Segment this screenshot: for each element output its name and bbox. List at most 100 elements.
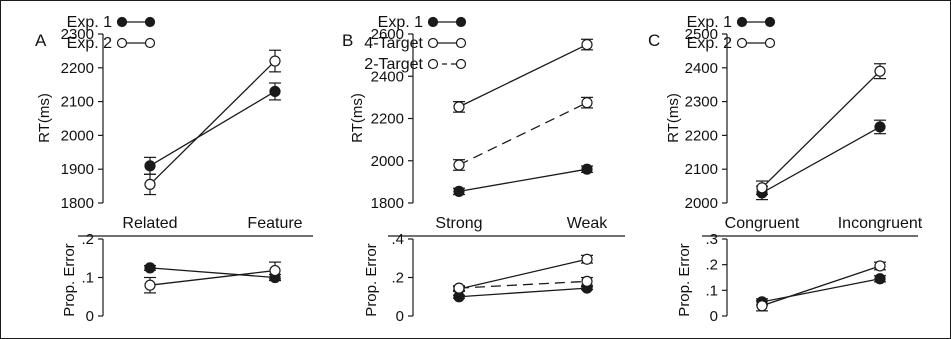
legend-marker (764, 16, 776, 28)
rt-plot: 1800 2000 2200 2400 2600 RT(ms) (349, 26, 593, 212)
y-tick-label: .2 (391, 270, 404, 287)
data-point (581, 38, 593, 51)
legend-marker (736, 16, 748, 28)
legend-marker (455, 16, 467, 28)
series-line (458, 168, 588, 193)
data-point (453, 185, 465, 197)
legend-label: Exp. 1 (67, 14, 112, 31)
legend-marker (116, 37, 128, 49)
series-exp-2 (144, 49, 281, 196)
y-tick-label: 2000 (371, 153, 404, 170)
series-exp-2 (756, 260, 886, 312)
legend-label: 2-Target (364, 56, 423, 73)
panel-letter: A (35, 31, 47, 50)
series-exp-2 (144, 261, 281, 294)
y-tick-label: 2200 (61, 60, 94, 77)
y-axis-label: RT(ms) (665, 93, 682, 143)
data-point (581, 163, 593, 175)
y-tick-label: 0 (86, 308, 94, 325)
series-line (149, 60, 276, 185)
panel-letter: B (342, 31, 353, 50)
data-point (756, 300, 768, 312)
y-tick-label: .1 (81, 270, 94, 287)
y-tick-label: 2100 (61, 94, 94, 111)
legend-label: 4-Target (364, 35, 423, 52)
series-exp-2 (756, 63, 886, 196)
y-tick-label: 2600 (371, 26, 404, 43)
x-category-label: Congruent (725, 215, 800, 232)
legend-marker (427, 37, 439, 49)
legend-label: Exp. 1 (378, 14, 423, 31)
y-axis-label: Prop. Error (61, 243, 78, 316)
data-point (453, 282, 465, 294)
series-2-target (453, 96, 593, 171)
data-point (874, 260, 886, 272)
y-tick-label: 2400 (685, 60, 718, 77)
series-4-target (453, 38, 593, 113)
data-point (269, 55, 281, 67)
data-point (144, 160, 156, 172)
series-line (761, 265, 881, 307)
y-axis-label: Prop. Error (676, 243, 693, 316)
y-tick-label: 2100 (685, 161, 718, 178)
panel-a: A Exp. 1 Exp. 2 1800 1900 2000 2100 2200 2300 RT(… (35, 14, 313, 325)
series-line (458, 258, 588, 290)
data-point (581, 97, 593, 109)
legend-marker (455, 58, 467, 70)
x-category-label: Weak (567, 215, 609, 232)
y-tick-label: 0 (710, 308, 718, 325)
legend-label: Exp. 2 (687, 35, 732, 52)
data-point (144, 262, 156, 274)
series-line (458, 43, 588, 108)
y-axis-label: RT(ms) (36, 93, 53, 143)
y-tick-label: .4 (391, 231, 404, 248)
y-tick-label: 0 (396, 308, 404, 325)
data-point (144, 178, 156, 191)
y-tick-label: .1 (705, 282, 718, 299)
legend-marker (764, 37, 776, 49)
data-point (269, 264, 281, 277)
y-tick-label: 1800 (61, 195, 94, 212)
y-tick-label: 2000 (685, 195, 718, 212)
series-line (458, 287, 588, 298)
rt-plot: 1800 1900 2000 2100 2200 2300 RT(ms) (36, 26, 281, 212)
y-tick-label: 2200 (685, 127, 718, 144)
series-line (458, 280, 588, 289)
data-point (874, 121, 886, 133)
y-tick-label: 1900 (61, 161, 94, 178)
y-tick-label: 2400 (371, 68, 404, 85)
series-exp-1 (144, 82, 281, 175)
y-tick-label: .2 (705, 257, 718, 274)
y-tick-label: 2500 (685, 26, 718, 43)
x-category-label: Related (122, 215, 177, 232)
rt-plot: 2000 2100 2200 2300 2400 2500 RT(ms) (665, 26, 886, 212)
series-line (761, 126, 881, 194)
series-line (761, 70, 881, 189)
panel-c: C Exp. 1 Exp. 2 2000 2100 2200 2300 2400 2500 RT(… (648, 14, 923, 325)
panel-b: B Exp. 1 4-Target 2-Target 1800 2000 2200 2400 2… (342, 14, 625, 325)
x-category-label: Incongruent (838, 215, 923, 232)
y-tick-label: 2200 (371, 111, 404, 128)
legend-marker (427, 16, 439, 28)
series-line (149, 267, 276, 279)
data-point (874, 65, 886, 77)
data-point (269, 85, 281, 98)
legend-marker (144, 16, 156, 28)
data-point (581, 253, 593, 265)
data-point (453, 101, 465, 113)
y-axis-label: Prop. Error (363, 243, 380, 316)
legend-marker (736, 37, 748, 49)
y-tick-label: 1800 (371, 195, 404, 212)
x-category-label: Strong (435, 215, 482, 232)
y-tick-label: .2 (81, 231, 94, 248)
error-plot: 0 .1 .2 .3 Prop. Error (676, 231, 886, 325)
panel-letter: C (648, 31, 660, 50)
data-point (874, 273, 886, 285)
y-tick-label: 2000 (61, 127, 94, 144)
legend-marker (116, 16, 128, 28)
data-point (756, 182, 768, 194)
